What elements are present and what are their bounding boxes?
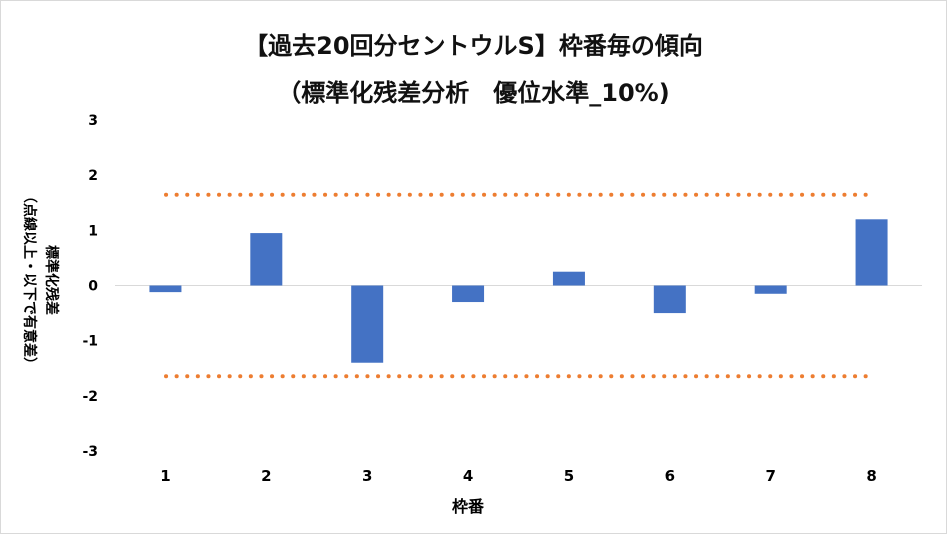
y-tick-label: 1: [88, 223, 98, 239]
x-tick-label: 7: [765, 467, 775, 485]
y-tick-label: -2: [82, 389, 98, 405]
chart-subtitle: （標準化残差分析 優位水準_10%): [277, 79, 670, 107]
y-tick-labels: 3 2 1 0 -1 -2 -3: [82, 113, 98, 460]
bar: [653, 285, 686, 314]
x-tick-labels: 1 2 3 4 5 6 7 8: [160, 467, 877, 485]
threshold-lines: [164, 192, 874, 379]
x-axis-label: 枠番: [452, 497, 485, 516]
x-tick-label: 6: [665, 467, 675, 485]
bar: [250, 233, 283, 286]
y-tick-label: 3: [88, 113, 98, 129]
y-tick-label: 2: [88, 168, 98, 184]
bar: [855, 219, 888, 286]
y-tick-label: -3: [82, 444, 98, 460]
x-tick-label: 3: [362, 467, 372, 485]
bar: [552, 271, 585, 286]
bar: [351, 285, 384, 363]
x-tick-label: 2: [261, 467, 271, 485]
x-tick-label: 1: [160, 467, 170, 485]
y-tick-label: 0: [88, 279, 98, 295]
bar: [452, 285, 485, 303]
bars: [149, 219, 888, 363]
chart-title: 【過去20回分セントウルS】枠番毎の傾向: [244, 32, 703, 60]
x-tick-label: 5: [564, 467, 574, 485]
x-tick-label: 4: [463, 467, 473, 485]
x-tick-label: 8: [866, 467, 876, 485]
bar: [149, 285, 182, 293]
y-tick-label: -1: [82, 334, 98, 350]
bar: [754, 285, 787, 294]
